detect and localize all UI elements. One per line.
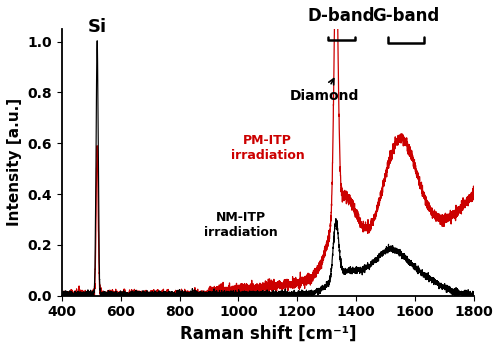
Text: D-band: D-band — [308, 7, 375, 25]
Text: Si: Si — [88, 19, 106, 36]
Y-axis label: Intensity [a.u.]: Intensity [a.u.] — [7, 98, 22, 226]
X-axis label: Raman shift [cm⁻¹]: Raman shift [cm⁻¹] — [180, 325, 356, 343]
Text: Diamond: Diamond — [290, 79, 359, 103]
Text: NM-ITP
irradiation: NM-ITP irradiation — [204, 211, 278, 239]
Text: G-band: G-band — [372, 7, 440, 25]
Text: PM-ITP
irradiation: PM-ITP irradiation — [231, 134, 304, 162]
